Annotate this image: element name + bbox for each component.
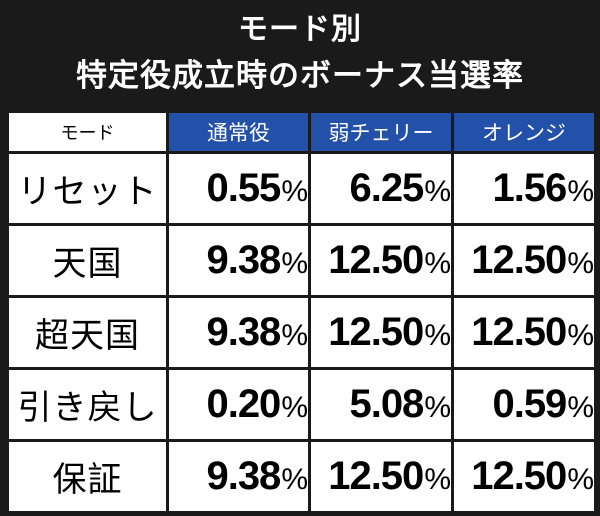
percent-unit: % (281, 175, 308, 208)
percent-unit: % (567, 247, 594, 280)
title-line-1: モード別 (238, 12, 362, 47)
bonus-rate-table: モード 通常役 弱チェリー オレンジ リセット 0.55% 6.25% 1.56… (6, 110, 597, 514)
mode-column-header: モード (6, 110, 169, 154)
percent-unit: % (567, 391, 594, 424)
percent-unit: % (424, 391, 451, 424)
rate-value: 12.50 (328, 238, 424, 282)
percent-unit: % (281, 319, 308, 352)
percent-unit: % (424, 319, 451, 352)
percent-unit: % (281, 391, 308, 424)
column-header-normal-role: 通常役 (166, 110, 311, 154)
rate-value: 9.38 (206, 310, 281, 354)
rate-cell: 12.50% (451, 223, 597, 298)
rate-cell: 12.50% (308, 439, 454, 514)
table-row: 天国 9.38% 12.50% 12.50% (6, 223, 597, 298)
percent-unit: % (424, 175, 451, 208)
rate-value: 1.56 (492, 166, 567, 210)
rate-value: 9.38 (206, 238, 281, 282)
rate-cell: 12.50% (308, 223, 454, 298)
row-label-pullback: 引き戻し (6, 367, 169, 442)
rate-cell: 5.08% (308, 367, 454, 442)
table-row: リセット 0.55% 6.25% 1.56% (6, 151, 597, 226)
rate-cell: 9.38% (166, 223, 311, 298)
title-line-2: 特定役成立時のボーナス当選率 (76, 58, 524, 94)
rate-cell: 0.59% (451, 367, 597, 442)
rate-value: 12.50 (471, 238, 567, 282)
rate-cell: 9.38% (166, 295, 311, 370)
rate-cell: 12.50% (451, 439, 597, 514)
rate-value: 12.50 (328, 454, 424, 498)
rate-value: 0.20 (206, 382, 281, 426)
rate-value: 5.08 (349, 382, 424, 426)
rate-cell: 6.25% (308, 151, 454, 226)
table-row: 引き戻し 0.20% 5.08% 0.59% (6, 367, 597, 442)
table-row: 保証 9.38% 12.50% 12.50% (6, 439, 597, 514)
rate-cell: 9.38% (166, 439, 311, 514)
rate-value: 12.50 (471, 454, 567, 498)
rate-value: 6.25 (349, 166, 424, 210)
row-label-heaven: 天国 (6, 223, 169, 298)
percent-unit: % (424, 463, 451, 496)
rate-value: 0.59 (492, 382, 567, 426)
table-header-row: モード 通常役 弱チェリー オレンジ (6, 110, 597, 154)
percent-unit: % (567, 463, 594, 496)
rate-cell: 1.56% (451, 151, 597, 226)
row-label-guarantee: 保証 (6, 439, 169, 514)
percent-unit: % (281, 247, 308, 280)
column-header-orange: オレンジ (451, 110, 597, 154)
percent-unit: % (424, 247, 451, 280)
rate-cell: 0.55% (166, 151, 311, 226)
percent-unit: % (281, 463, 308, 496)
rate-value: 12.50 (471, 310, 567, 354)
rate-value: 9.38 (206, 454, 281, 498)
rate-value: 12.50 (328, 310, 424, 354)
rate-value: 0.55 (206, 166, 281, 210)
percent-unit: % (567, 175, 594, 208)
rate-cell: 0.20% (166, 367, 311, 442)
rate-cell: 12.50% (451, 295, 597, 370)
title-block: モード別 特定役成立時のボーナス当選率 (0, 0, 600, 108)
row-label-super-heaven: 超天国 (6, 295, 169, 370)
table-row: 超天国 9.38% 12.50% 12.50% (6, 295, 597, 370)
rate-cell: 12.50% (308, 295, 454, 370)
percent-unit: % (567, 319, 594, 352)
column-header-weak-cherry: 弱チェリー (308, 110, 454, 154)
row-label-reset: リセット (6, 151, 169, 226)
